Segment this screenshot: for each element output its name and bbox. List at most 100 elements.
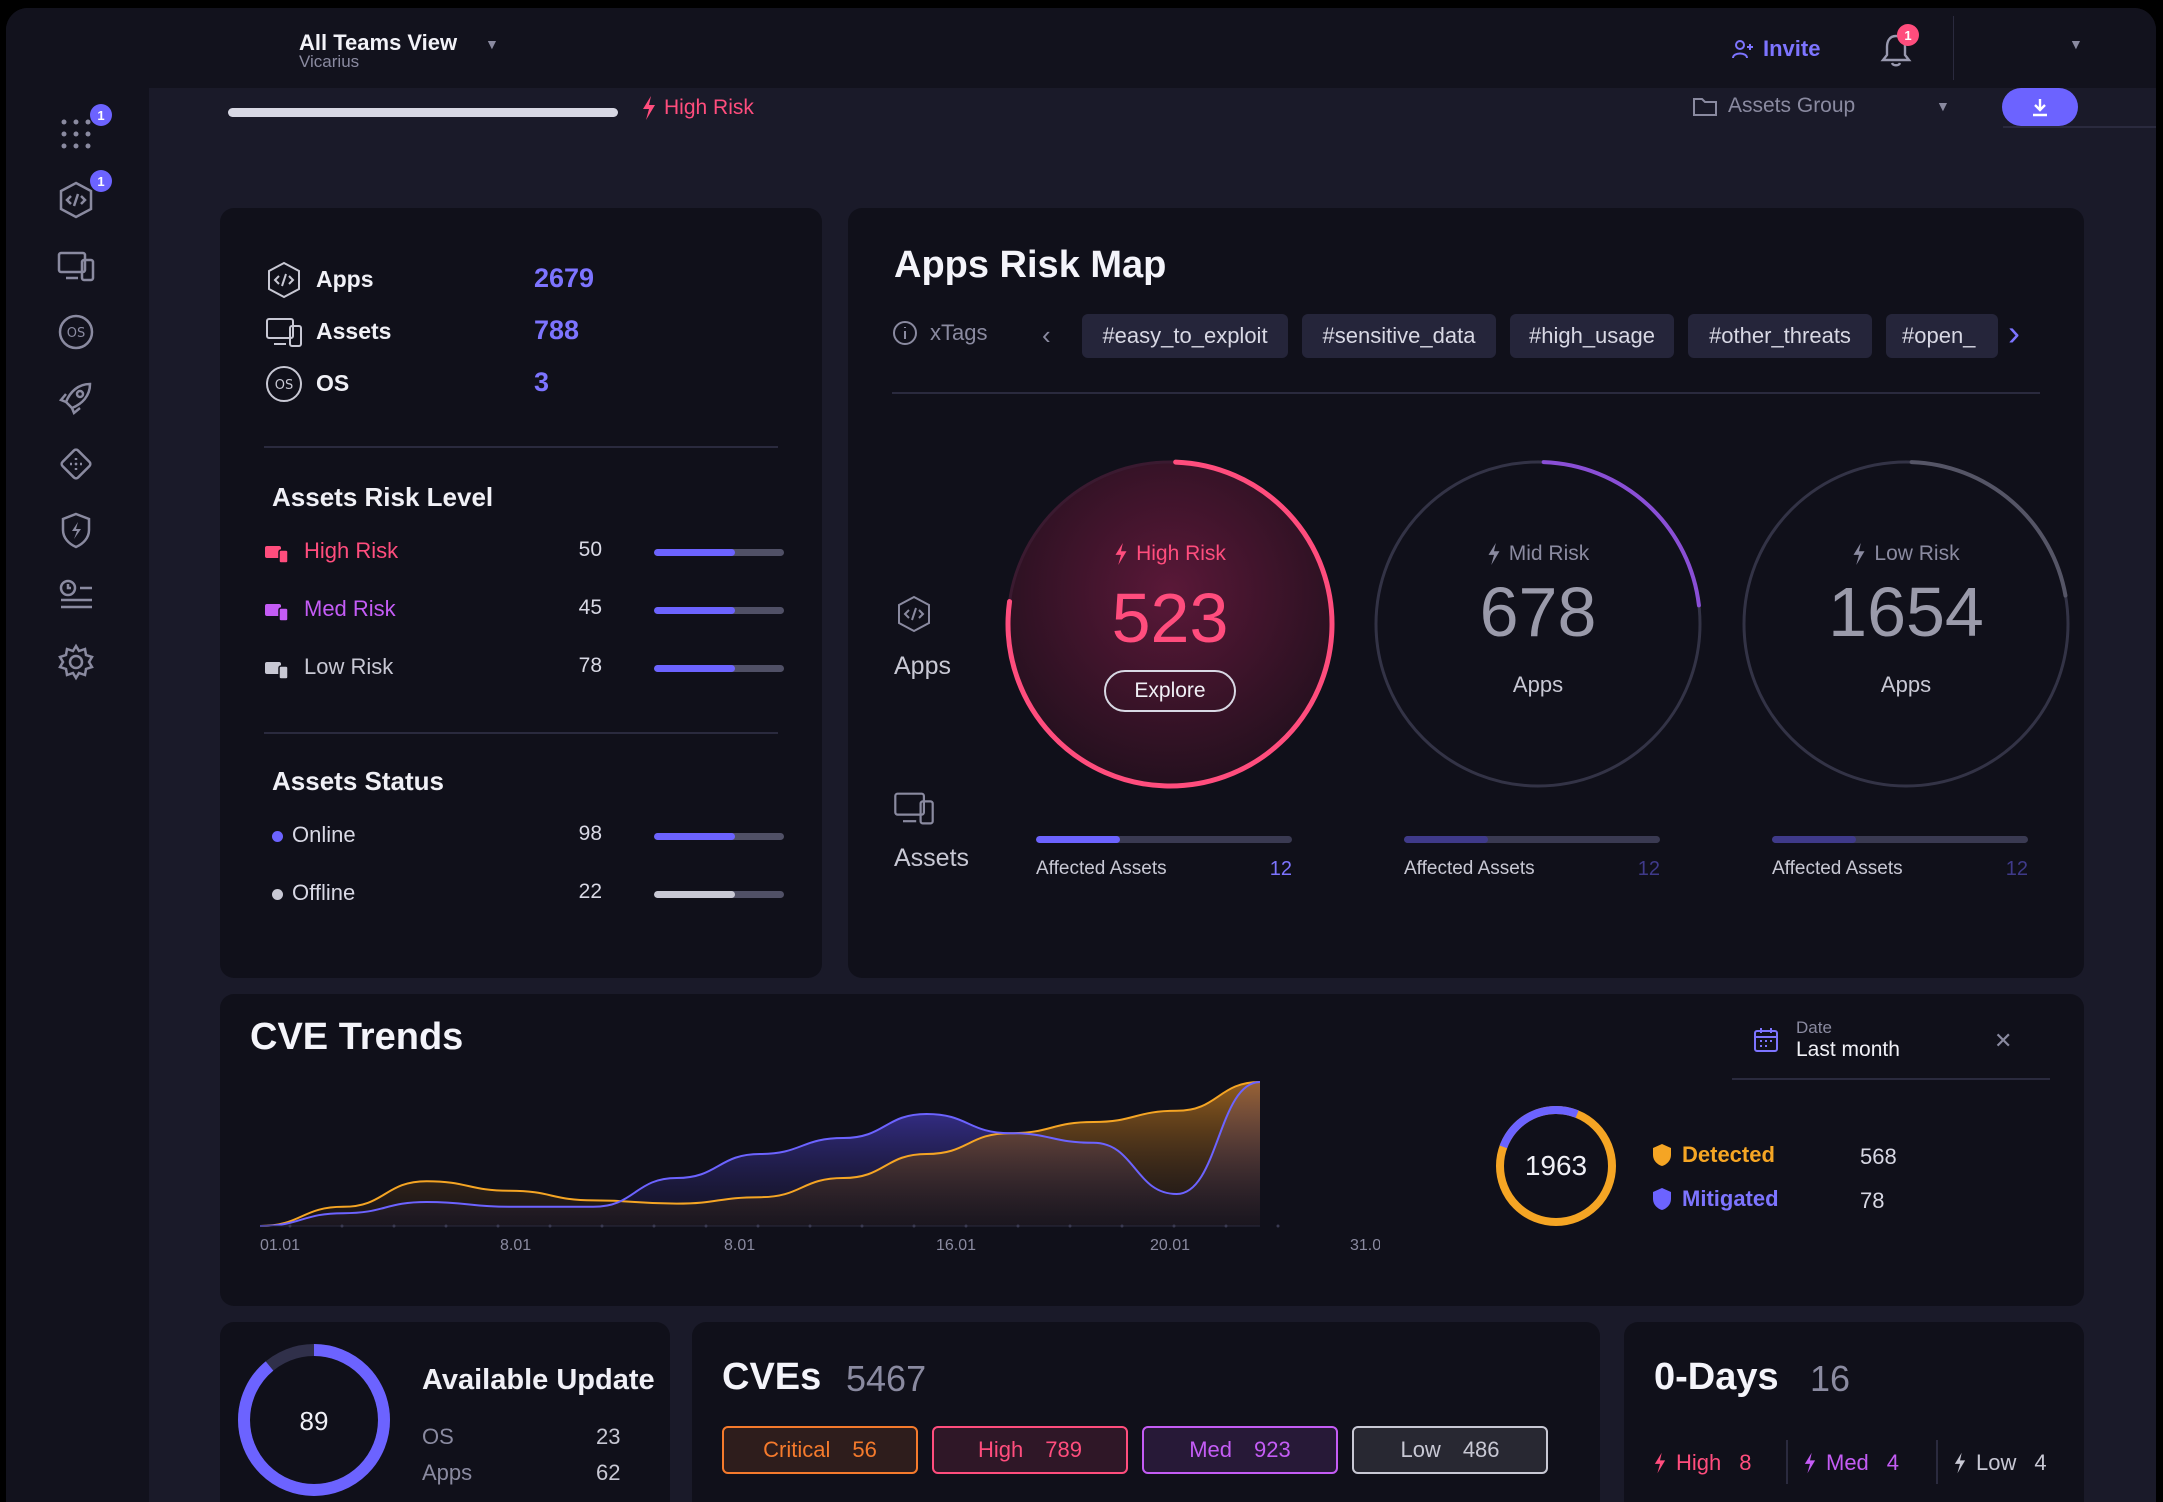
assets-group-dropdown[interactable]: Assets Group — [1692, 94, 1855, 118]
severity-value: 56 — [852, 1437, 877, 1462]
divider — [1936, 1440, 1938, 1484]
severity-value: 923 — [1254, 1437, 1291, 1462]
divider — [264, 732, 778, 734]
x-tick-label: 16.01 — [936, 1237, 976, 1254]
axis-dot — [704, 1224, 708, 1228]
apps-count[interactable]: 2679 — [534, 263, 595, 293]
axis-dot — [392, 1224, 396, 1228]
axis-dot — [860, 1224, 864, 1228]
active-filter-chip[interactable]: High Risk — [642, 96, 754, 120]
device-icon — [264, 544, 290, 564]
apps-code-icon[interactable]: 1 — [50, 170, 112, 226]
sidebar: 1 1 OS — [6, 8, 149, 1502]
clear-date-close-icon[interactable]: ✕ — [1994, 1028, 2013, 1053]
tag-chip[interactable]: #sensitive_data — [1302, 314, 1496, 358]
apps-code-icon — [894, 594, 934, 634]
low-risk-sub: Apps — [1880, 672, 1932, 697]
risk-level-label[interactable]: Med Risk — [304, 596, 396, 621]
affected-assets-value[interactable]: 12 — [2005, 858, 2028, 880]
cve-trends-title: CVE Trends — [250, 1016, 464, 1058]
device-icon — [264, 660, 290, 680]
severity-pill-med[interactable]: Med 923 — [1142, 1426, 1338, 1474]
axis-dot — [1276, 1224, 1280, 1228]
tag-chip[interactable]: #high_usage — [1510, 314, 1674, 358]
assets-group-chevron-icon[interactable]: ▼ — [1936, 98, 1950, 114]
tags-next-chevron-icon[interactable]: › — [2008, 312, 2020, 353]
lightning-icon — [1804, 1452, 1816, 1474]
tags-prev-chevron-icon[interactable]: ‹ — [1042, 320, 1051, 350]
notification-badge: 1 — [90, 104, 112, 126]
low-risk-ring — [1742, 459, 2070, 788]
mitigated-value: 78 — [1860, 1188, 1885, 1213]
status-label[interactable]: Online — [292, 822, 356, 847]
mid-risk-sub: Apps — [1512, 672, 1564, 697]
legend-detected: Detected — [1652, 1142, 1775, 1168]
affected-assets-value[interactable]: 12 — [1269, 858, 1292, 880]
axis-dot — [1068, 1224, 1072, 1228]
download-icon — [2033, 99, 2047, 117]
lightning-icon — [1488, 543, 1500, 565]
divider — [264, 446, 778, 448]
status-bar — [654, 833, 784, 840]
risk-circles-graphic — [1005, 459, 2070, 789]
zero-day-low[interactable]: Low 4 — [1954, 1450, 2047, 1476]
affected-assets-bar — [1772, 836, 2028, 843]
svg-text:OS: OS — [67, 326, 85, 341]
os-icon[interactable]: OS — [50, 306, 102, 358]
assets-count[interactable]: 788 — [534, 315, 580, 345]
explore-button[interactable]: Explore — [1104, 670, 1236, 712]
settings-gear-icon[interactable] — [50, 636, 102, 688]
status-title: Assets Status — [272, 766, 444, 796]
team-dropdown-chevron-icon[interactable]: ▼ — [485, 36, 499, 52]
risk-level-label[interactable]: High Risk — [304, 538, 399, 563]
low-risk-label: Low Risk — [1874, 542, 1960, 565]
low-risk-circle[interactable] — [1742, 460, 2070, 788]
zero-days-title: 0-Days — [1654, 1356, 1779, 1398]
zero-day-high[interactable]: High 8 — [1654, 1450, 1752, 1476]
mid-risk-circle[interactable] — [1374, 460, 1702, 788]
cve-total-value: 1963 — [1524, 1150, 1588, 1181]
team-selector-label[interactable]: All Teams View — [299, 30, 458, 55]
svg-text:OS: OS — [275, 378, 293, 393]
download-button[interactable] — [2002, 88, 2078, 126]
bar-fill — [654, 891, 735, 898]
zero-day-value: 4 — [1886, 1450, 1900, 1475]
patch-diamond-icon[interactable] — [50, 438, 102, 490]
shield-bolt-icon[interactable] — [50, 504, 102, 556]
mid-risk-ring — [1374, 460, 1702, 788]
zero-day-med[interactable]: Med 4 — [1804, 1450, 1899, 1476]
tag-chip[interactable]: #other_threats — [1688, 314, 1872, 358]
divider — [1732, 1078, 2050, 1080]
notifications-bell-icon[interactable]: 1 — [1879, 24, 1919, 68]
top-bar: All Teams View Vicarius ▼ Invite 1 ▼ — [149, 8, 2156, 88]
org-name: Vicarius — [299, 52, 360, 71]
update-donut — [238, 1344, 390, 1496]
severity-pill-low[interactable]: Low 486 — [1352, 1426, 1548, 1474]
affected-assets-value[interactable]: 12 — [1637, 858, 1660, 880]
dashboard-grid-icon[interactable]: 1 — [50, 104, 112, 160]
cves-title: CVEs — [722, 1356, 822, 1398]
risk-level-title: Assets Risk Level — [272, 482, 494, 512]
bar-fill — [654, 607, 735, 614]
assets-group-label: Assets Group — [1728, 94, 1856, 117]
severity-pill-high[interactable]: High 789 — [932, 1426, 1128, 1474]
date-filter[interactable]: Date Last month — [1752, 1018, 1900, 1062]
risk-level-label[interactable]: Low Risk — [304, 654, 394, 679]
affected-assets-label: Affected Assets — [1036, 858, 1167, 879]
reports-icon[interactable] — [50, 570, 102, 622]
status-label[interactable]: Offline — [292, 880, 356, 905]
tag-chip[interactable]: #easy_to_exploit — [1082, 314, 1288, 358]
filter-search-bar[interactable] — [228, 108, 618, 117]
os-count[interactable]: 3 — [534, 367, 550, 397]
user-menu-chevron-icon[interactable]: ▼ — [2069, 36, 2083, 52]
axis-dot — [600, 1224, 604, 1228]
status-value: 22 — [578, 880, 602, 903]
rocket-icon[interactable] — [50, 372, 102, 424]
info-icon — [893, 321, 917, 345]
invite-button[interactable]: Invite — [1731, 36, 1820, 62]
tag-chip[interactable]: #open_ — [1886, 314, 1998, 358]
assets-devices-icon[interactable] — [50, 240, 102, 292]
severity-pill-critical[interactable]: Critical 56 — [722, 1426, 918, 1474]
risk-level-value: 78 — [578, 654, 602, 677]
axis-dot — [964, 1224, 968, 1228]
